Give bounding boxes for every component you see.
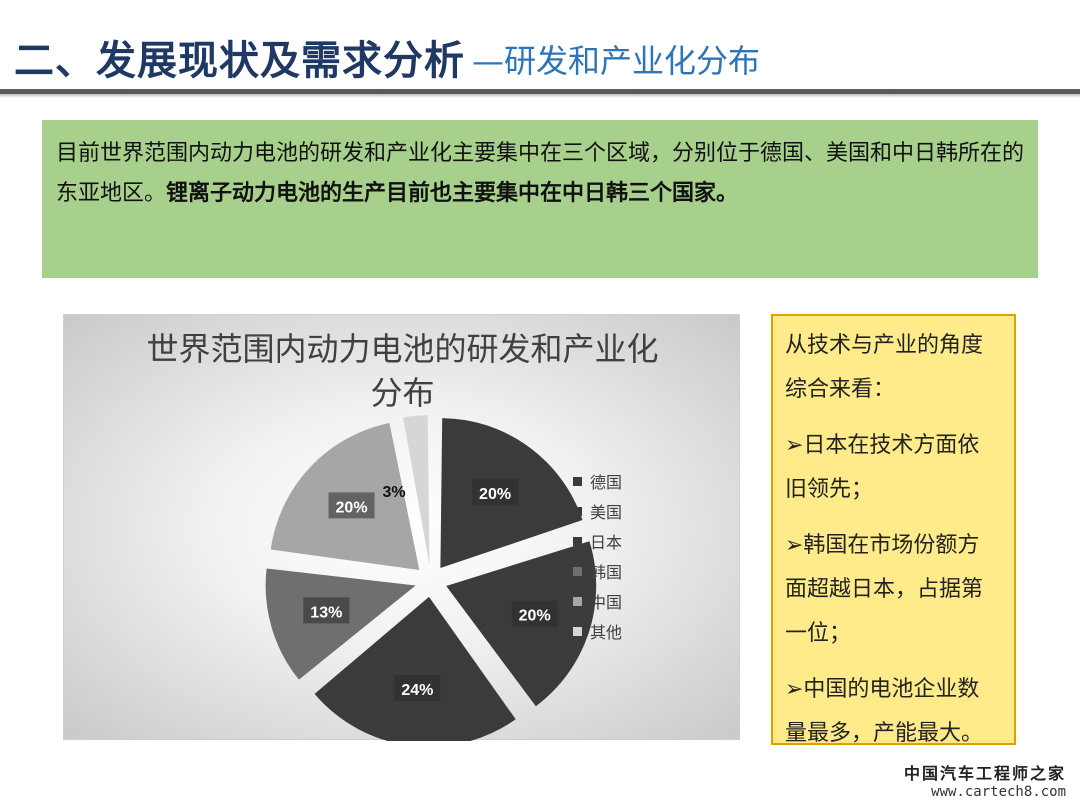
title-divider-shadow — [0, 94, 1080, 98]
pie-label-2: 24% — [394, 675, 441, 702]
legend-swatch-3 — [573, 566, 582, 576]
pie-label-1: 20% — [511, 600, 558, 627]
analysis-point-japan-2: 旧领先； — [785, 477, 874, 502]
summary-bold: 锂离子动力电池的生产目前也主要集中在中日韩三个国家。 — [166, 181, 739, 206]
pie-chart: 20% 20% 24% 13% 20% 3% — [265, 415, 597, 741]
legend-item-5: 其他 — [573, 616, 653, 646]
legend-item-4: 中国 — [573, 586, 653, 616]
legend-item-3: 韩国 — [573, 556, 653, 586]
summary-box: 目前世界范围内动力电池的研发和产业化主要集中在三个区域，分别位于德国、美国和中日… — [42, 120, 1038, 278]
summary-text: 目前世界范围内动力电池的研发和产业化主要集中在三个区域，分别位于德国、美国和中日… — [56, 134, 1024, 214]
pie-slice-2 — [314, 596, 516, 741]
pie-slice-3 — [265, 568, 416, 680]
legend-item-1: 美国 — [573, 496, 653, 526]
analysis-point-korea-1: ➢韩国在市场份额方 — [785, 533, 980, 558]
legend-swatch-1 — [573, 506, 582, 516]
slide-header: 二、发展现状及需求分析 —研发和产业化分布 — [0, 0, 1080, 100]
analysis-point-china-2: 量最多，产能最大。 — [785, 721, 984, 746]
analysis-intro-2: 综合来看： — [785, 377, 896, 402]
svg-text:3%: 3% — [382, 484, 405, 501]
chart-title-line-1: 世界范围内动力电池的研发和产业化 — [146, 330, 659, 368]
svg-text:20%: 20% — [479, 486, 511, 503]
chart-title: 世界范围内动力电池的研发和产业化 分布 — [64, 327, 741, 415]
analysis-point-korea-3: 一位； — [785, 621, 852, 646]
slide-subtitle: —研发和产业化分布 — [472, 42, 761, 80]
svg-text:20%: 20% — [519, 608, 551, 625]
pie-label-5: 3% — [382, 484, 405, 501]
legend-swatch-5 — [573, 626, 582, 636]
legend-label-3: 韩国 — [590, 563, 623, 582]
legend-label-0: 德国 — [590, 473, 623, 492]
legend-label-4: 中国 — [590, 593, 623, 612]
svg-text:20%: 20% — [336, 499, 368, 516]
chart-title-line-2: 分布 — [370, 374, 435, 412]
legend-swatch-4 — [573, 596, 582, 606]
slide-title: 二、发展现状及需求分析 — [14, 38, 465, 84]
legend-label-1: 美国 — [590, 503, 623, 522]
watermark-url: www.cartech8.com — [931, 784, 1066, 800]
watermark-name: 中国汽车工程师之家 — [903, 764, 1066, 783]
legend-item-0: 德国 — [573, 466, 653, 496]
svg-text:24%: 24% — [401, 682, 433, 699]
legend-label-5: 其他 — [590, 623, 623, 642]
chart-legend: 德国美国日本韩国中国其他 — [573, 466, 653, 646]
analysis-intro-1: 从技术与产业的角度 — [785, 333, 984, 358]
pie-label-3: 13% — [303, 597, 350, 624]
pie-chart-panel: 世界范围内动力电池的研发和产业化 分布 20% 20% 24% 13% 20% 3% — [63, 314, 741, 741]
svg-text:13%: 13% — [310, 604, 342, 621]
title-divider — [0, 89, 1080, 94]
pie-label-4: 20% — [328, 492, 375, 519]
pie-label-0: 20% — [472, 478, 519, 505]
analysis-point-china-1: ➢中国的电池企业数 — [785, 677, 980, 702]
analysis-box: 从技术与产业的角度 综合来看： ➢日本在技术方面依 旧领先； ➢韩国在市场份额方… — [771, 314, 1016, 746]
analysis-point-korea-2: 面超越日本，占据第 — [785, 577, 984, 602]
pie-slice-5 — [403, 415, 430, 566]
legend-label-2: 日本 — [590, 533, 623, 552]
analysis-point-japan-1: ➢日本在技术方面依 — [785, 433, 980, 458]
legend-swatch-0 — [573, 476, 582, 486]
summary-plain: 目前世界范围内动力电池的研发和产业化主要集中在三个区域，分别位于德国、美国和中日… — [56, 141, 1025, 206]
legend-item-2: 日本 — [573, 526, 653, 556]
watermark: 中国汽车工程师之家 www.cartech8.com — [904, 760, 1066, 800]
legend-swatch-2 — [573, 536, 582, 546]
